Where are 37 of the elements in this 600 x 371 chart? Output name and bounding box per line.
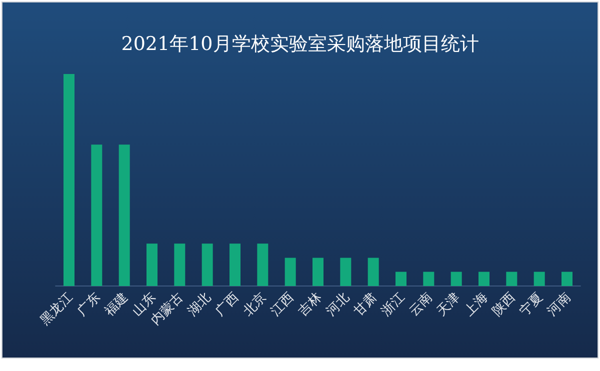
bar [118, 144, 130, 286]
x-tick-label: 广东 [74, 290, 104, 320]
bar [257, 244, 268, 286]
bar [284, 258, 296, 286]
x-tick-label: 江西 [268, 290, 298, 320]
x-tick-label: 黑龙江 [38, 290, 76, 328]
x-tick-label: 湖北 [185, 290, 214, 320]
bar [202, 244, 213, 286]
x-tick-label: 广西 [212, 290, 242, 320]
x-tick-label: 云南 [406, 290, 436, 320]
chart-title: 2021年10月学校实验室采购落地项目统计 [121, 33, 479, 55]
bar [396, 272, 406, 286]
bar [146, 244, 158, 286]
x-tick-label: 河北 [324, 290, 352, 320]
x-tick-label: 宁夏 [516, 290, 546, 320]
x-tick-label: 甘肃 [351, 290, 380, 320]
bar [562, 272, 572, 286]
x-tick-label: 吉林 [296, 290, 325, 320]
bar [368, 258, 379, 286]
x-tick-label: 河南 [544, 290, 574, 320]
x-tick-label: 上海 [462, 290, 491, 320]
bar [64, 74, 74, 286]
x-tick-label: 天津 [434, 290, 464, 320]
bar [340, 258, 352, 286]
x-tick-label: 陕西 [490, 290, 518, 320]
bar [174, 244, 186, 286]
bar [91, 144, 102, 286]
bar [478, 272, 490, 286]
x-tick-label: 福建 [102, 290, 132, 320]
x-tick-label: 浙江 [378, 290, 408, 320]
bar [423, 272, 434, 286]
x-tick-label: 北京 [240, 290, 270, 320]
bar [450, 272, 462, 286]
bar [506, 272, 518, 286]
bar [230, 244, 240, 286]
bar [534, 272, 545, 286]
bar [312, 258, 324, 286]
